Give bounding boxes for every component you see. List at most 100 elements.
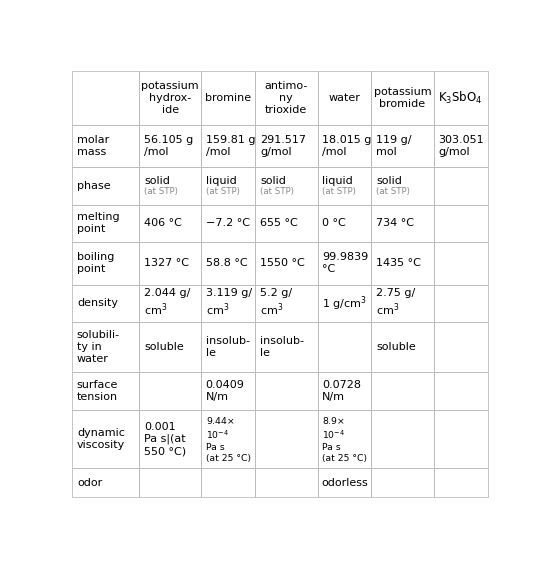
Bar bbox=[139, 125, 201, 167]
Text: 0.001
Pa s|(at
550 °C): 0.001 Pa s|(at 550 °C) bbox=[144, 422, 186, 456]
Bar bbox=[434, 71, 488, 125]
Bar bbox=[434, 285, 488, 322]
Bar bbox=[139, 410, 201, 468]
Bar bbox=[71, 373, 139, 410]
Bar bbox=[139, 242, 201, 285]
Text: −7.2 °C: −7.2 °C bbox=[205, 219, 250, 229]
Bar bbox=[255, 285, 318, 322]
Bar bbox=[434, 373, 488, 410]
Text: liquid: liquid bbox=[322, 176, 353, 186]
Text: 56.105 g
/mol: 56.105 g /mol bbox=[144, 135, 193, 157]
Bar bbox=[371, 167, 434, 205]
Bar bbox=[255, 242, 318, 285]
Bar bbox=[371, 285, 434, 322]
Bar bbox=[318, 71, 371, 125]
Bar bbox=[318, 468, 371, 497]
Text: 734 °C: 734 °C bbox=[377, 219, 414, 229]
Text: 1327 °C: 1327 °C bbox=[144, 259, 189, 269]
Bar bbox=[71, 125, 139, 167]
Bar bbox=[201, 468, 255, 497]
Bar bbox=[318, 410, 371, 468]
Text: 2.75 g/
cm$^3$: 2.75 g/ cm$^3$ bbox=[377, 288, 416, 319]
Bar bbox=[318, 373, 371, 410]
Bar bbox=[434, 205, 488, 242]
Bar bbox=[139, 167, 201, 205]
Text: insolub-
le: insolub- le bbox=[260, 336, 304, 359]
Text: 9.44$\times$
$10^{-4}$
Pa s
(at 25 °C): 9.44$\times$ $10^{-4}$ Pa s (at 25 °C) bbox=[205, 415, 251, 463]
Bar bbox=[71, 242, 139, 285]
Text: 58.8 °C: 58.8 °C bbox=[205, 259, 247, 269]
Bar bbox=[71, 468, 139, 497]
Bar bbox=[434, 167, 488, 205]
Text: odor: odor bbox=[77, 478, 102, 488]
Text: (at STP): (at STP) bbox=[205, 187, 240, 196]
Text: 303.051
g/mol: 303.051 g/mol bbox=[438, 135, 484, 157]
Text: molar
mass: molar mass bbox=[77, 135, 109, 157]
Text: potassium
bromide: potassium bromide bbox=[374, 87, 432, 109]
Bar bbox=[371, 125, 434, 167]
Bar bbox=[139, 205, 201, 242]
Bar bbox=[318, 125, 371, 167]
Text: (at STP): (at STP) bbox=[260, 187, 294, 196]
Bar bbox=[255, 373, 318, 410]
Text: 18.015 g
/mol: 18.015 g /mol bbox=[322, 135, 371, 157]
Bar bbox=[255, 167, 318, 205]
Text: 2.044 g/
cm$^3$: 2.044 g/ cm$^3$ bbox=[144, 288, 190, 319]
Text: odorless: odorless bbox=[322, 478, 368, 488]
Text: 1 g/cm$^3$: 1 g/cm$^3$ bbox=[322, 294, 367, 312]
Bar bbox=[255, 468, 318, 497]
Bar bbox=[201, 410, 255, 468]
Bar bbox=[371, 410, 434, 468]
Bar bbox=[201, 125, 255, 167]
Bar bbox=[201, 205, 255, 242]
Bar bbox=[371, 205, 434, 242]
Bar bbox=[255, 322, 318, 373]
Bar bbox=[139, 468, 201, 497]
Bar bbox=[71, 167, 139, 205]
Bar bbox=[255, 410, 318, 468]
Text: 0 °C: 0 °C bbox=[322, 219, 346, 229]
Bar bbox=[201, 322, 255, 373]
Text: bromine: bromine bbox=[205, 93, 251, 103]
Text: $\mathrm{K_3SbO_4}$: $\mathrm{K_3SbO_4}$ bbox=[438, 90, 483, 106]
Bar bbox=[255, 205, 318, 242]
Text: soluble: soluble bbox=[144, 342, 184, 352]
Bar bbox=[318, 285, 371, 322]
Bar bbox=[371, 468, 434, 497]
Bar bbox=[318, 322, 371, 373]
Bar bbox=[71, 410, 139, 468]
Text: phase: phase bbox=[77, 181, 111, 191]
Text: antimo-
ny
trioxide: antimo- ny trioxide bbox=[265, 81, 308, 115]
Text: 119 g/
mol: 119 g/ mol bbox=[377, 135, 412, 157]
Text: solid: solid bbox=[260, 176, 286, 186]
Text: 291.517
g/mol: 291.517 g/mol bbox=[260, 135, 306, 157]
Bar bbox=[255, 71, 318, 125]
Text: density: density bbox=[77, 298, 118, 309]
Bar bbox=[201, 285, 255, 322]
Bar bbox=[139, 373, 201, 410]
Bar bbox=[371, 373, 434, 410]
Bar bbox=[139, 71, 201, 125]
Text: 159.81 g
/mol: 159.81 g /mol bbox=[205, 135, 255, 157]
Bar bbox=[139, 322, 201, 373]
Text: liquid: liquid bbox=[205, 176, 237, 186]
Text: solid: solid bbox=[377, 176, 402, 186]
Bar bbox=[71, 205, 139, 242]
Bar bbox=[71, 285, 139, 322]
Text: dynamic
viscosity: dynamic viscosity bbox=[77, 428, 125, 450]
Bar bbox=[434, 410, 488, 468]
Text: (at STP): (at STP) bbox=[377, 187, 410, 196]
Bar bbox=[371, 242, 434, 285]
Bar bbox=[255, 125, 318, 167]
Text: water: water bbox=[329, 93, 360, 103]
Text: 1435 °C: 1435 °C bbox=[377, 259, 421, 269]
Text: solid: solid bbox=[144, 176, 170, 186]
Bar bbox=[318, 167, 371, 205]
Bar bbox=[201, 373, 255, 410]
Text: 655 °C: 655 °C bbox=[260, 219, 298, 229]
Bar bbox=[139, 285, 201, 322]
Bar bbox=[201, 71, 255, 125]
Bar bbox=[318, 205, 371, 242]
Bar bbox=[201, 167, 255, 205]
Bar bbox=[71, 71, 139, 125]
